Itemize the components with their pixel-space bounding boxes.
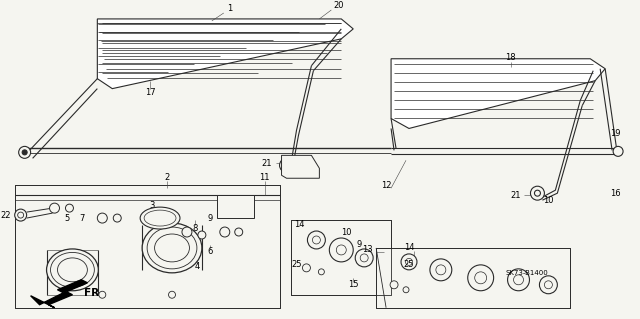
Ellipse shape [142,223,202,273]
Circle shape [540,276,557,294]
Circle shape [97,213,108,223]
Ellipse shape [51,252,94,287]
Circle shape [19,146,31,158]
Ellipse shape [147,227,197,269]
Text: 14: 14 [294,219,305,228]
Circle shape [403,287,409,293]
Text: 3: 3 [149,201,155,210]
Ellipse shape [47,249,99,291]
Text: FR.: FR. [84,288,104,298]
Circle shape [65,204,74,212]
Circle shape [307,231,325,249]
Polygon shape [376,248,570,308]
Circle shape [336,245,346,255]
Text: 12: 12 [381,181,391,190]
Text: 9: 9 [356,241,362,249]
Text: 1: 1 [227,4,232,13]
Circle shape [303,264,310,272]
Text: 4: 4 [195,262,200,271]
Circle shape [534,190,540,196]
Circle shape [280,158,294,172]
Circle shape [284,162,289,168]
Polygon shape [15,185,280,308]
Circle shape [513,275,524,285]
Circle shape [168,291,175,298]
Text: 24: 24 [225,209,235,218]
Circle shape [613,146,623,156]
Text: 11: 11 [259,173,270,182]
Text: 22: 22 [0,211,11,219]
Text: 20: 20 [333,2,344,11]
Circle shape [468,265,493,291]
Ellipse shape [155,234,189,262]
Polygon shape [31,280,88,308]
Text: 23: 23 [225,199,235,208]
Circle shape [15,209,27,221]
Ellipse shape [144,210,176,226]
Text: SK73-B1400: SK73-B1400 [506,270,548,276]
Circle shape [99,291,106,298]
Text: 25: 25 [404,260,414,269]
Circle shape [312,236,321,244]
Ellipse shape [140,207,180,229]
Polygon shape [282,155,319,178]
Circle shape [235,228,243,236]
Text: 2: 2 [164,173,170,182]
Text: 17: 17 [145,88,156,97]
Circle shape [198,231,206,239]
Ellipse shape [58,258,88,282]
Circle shape [18,212,24,218]
Circle shape [360,254,368,262]
Circle shape [22,150,27,155]
Text: 19: 19 [610,129,621,138]
Circle shape [430,259,452,281]
Circle shape [508,269,529,291]
Circle shape [545,281,552,289]
Text: 8: 8 [192,224,198,233]
Polygon shape [391,59,605,129]
Circle shape [406,258,412,265]
Text: 13: 13 [362,245,373,255]
Text: 25: 25 [291,260,301,269]
Text: 9: 9 [207,214,212,223]
Circle shape [531,186,545,200]
Circle shape [355,249,373,267]
Polygon shape [217,195,253,218]
Text: 21: 21 [510,191,520,200]
Circle shape [390,281,398,289]
Circle shape [113,214,121,222]
Circle shape [318,269,324,275]
Circle shape [182,227,192,237]
Text: 10: 10 [341,227,351,236]
Text: 6: 6 [207,248,212,256]
Text: 10: 10 [543,196,554,205]
Text: 16: 16 [610,189,621,198]
Circle shape [220,227,230,237]
Polygon shape [291,220,391,295]
Text: 21: 21 [261,159,271,168]
Polygon shape [97,19,353,89]
Circle shape [49,203,60,213]
Circle shape [475,272,486,284]
Text: 18: 18 [505,53,516,62]
Circle shape [436,265,446,275]
Text: 15: 15 [348,280,358,289]
Circle shape [330,238,353,262]
Circle shape [401,254,417,270]
Text: 7: 7 [80,214,85,223]
Text: 14: 14 [404,243,414,252]
Text: 5: 5 [65,214,70,223]
